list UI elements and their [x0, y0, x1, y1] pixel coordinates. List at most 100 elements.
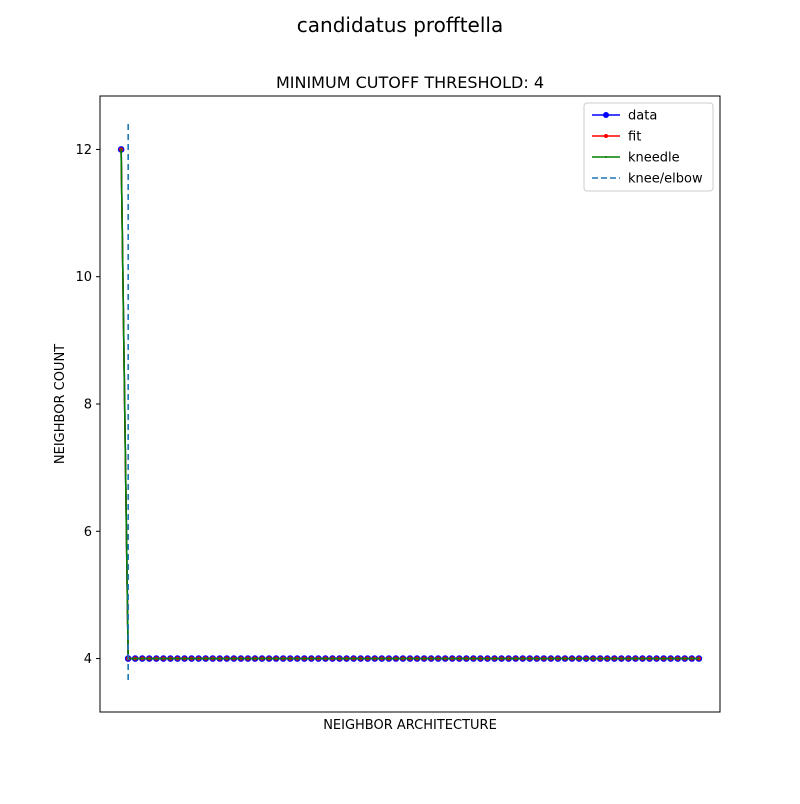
data-point-kneedle	[585, 657, 588, 660]
data-point-kneedle	[275, 657, 278, 660]
data-point-kneedle	[479, 657, 482, 660]
legend-marker-kneedle	[605, 156, 607, 158]
y-tick-label: 6	[84, 525, 92, 540]
data-point-kneedle	[641, 657, 644, 660]
y-tick-label: 12	[75, 143, 92, 158]
data-point-kneedle	[261, 657, 264, 660]
data-point-kneedle	[444, 657, 447, 660]
data-point-kneedle	[366, 657, 369, 660]
data-point-kneedle	[380, 657, 383, 660]
data-point-kneedle	[134, 657, 137, 660]
data-point-kneedle	[571, 657, 574, 660]
x-axis-label: NEIGHBOR ARCHITECTURE	[323, 718, 497, 733]
data-point-kneedle	[246, 657, 249, 660]
data-point-kneedle	[690, 657, 693, 660]
data-point-kneedle	[359, 657, 362, 660]
data-point-kneedle	[169, 657, 172, 660]
data-point-kneedle	[303, 657, 306, 660]
data-point-kneedle	[493, 657, 496, 660]
data-point-kneedle	[310, 657, 313, 660]
data-point-kneedle	[423, 657, 426, 660]
data-point-kneedle	[556, 657, 559, 660]
data-point-kneedle	[289, 657, 292, 660]
data-point-kneedle	[324, 657, 327, 660]
y-axis: 4 6 8 10 12	[75, 143, 100, 667]
y-tick-label: 4	[84, 652, 92, 667]
data-point-kneedle	[331, 657, 334, 660]
figure-suptitle: candidatus profftella	[297, 13, 503, 37]
data-point-kneedle	[176, 657, 179, 660]
data-point-kneedle	[232, 657, 235, 660]
data-point-kneedle	[655, 657, 658, 660]
data-point-kneedle	[465, 657, 468, 660]
data-point-kneedle	[627, 657, 630, 660]
data-point-kneedle	[535, 657, 538, 660]
data-point-kneedle	[268, 657, 271, 660]
data-point-kneedle	[676, 657, 679, 660]
data-point-kneedle	[697, 657, 700, 660]
plot-area	[117, 124, 703, 684]
data-point-kneedle	[352, 657, 355, 660]
data-point-kneedle	[155, 657, 158, 660]
legend-marker-fit	[604, 134, 608, 138]
data-point-kneedle	[183, 657, 186, 660]
data-point-kneedle	[296, 657, 299, 660]
data-point-kneedle	[338, 657, 341, 660]
data-point-kneedle	[148, 657, 151, 660]
data-point-kneedle	[254, 657, 256, 660]
data-point-kneedle	[549, 657, 552, 660]
data-point-kneedle	[669, 657, 672, 660]
legend-label: data	[628, 109, 657, 124]
legend-label: knee/elbow	[628, 172, 703, 187]
data-point-kneedle	[528, 657, 531, 660]
data-point-kneedle	[409, 657, 411, 660]
legend: data fit kneedle knee/elbow	[583, 102, 714, 192]
data-point-kneedle	[521, 657, 524, 660]
data-point-kneedle	[120, 148, 123, 151]
data-point-kneedle	[282, 657, 285, 660]
data-point-kneedle	[486, 657, 489, 660]
data-point-kneedle	[620, 657, 623, 660]
data-point-kneedle	[141, 657, 144, 660]
data-point-kneedle	[190, 657, 193, 660]
legend-label: kneedle	[628, 151, 680, 166]
data-point-kneedle	[437, 657, 440, 660]
data-point-kneedle	[317, 657, 320, 660]
data-point-kneedle	[218, 657, 221, 660]
legend-box	[583, 102, 714, 192]
legend-label: fit	[628, 130, 641, 145]
data-point-kneedle	[162, 657, 165, 660]
data-point-kneedle	[345, 657, 348, 660]
data-point-kneedle	[613, 657, 616, 660]
data-point-kneedle	[507, 657, 510, 660]
data-point-kneedle	[514, 657, 517, 660]
data-point-kneedle	[451, 657, 454, 660]
data-point-kneedle	[239, 657, 242, 660]
data-point-kneedle	[500, 657, 503, 660]
data-point-kneedle	[211, 657, 214, 660]
legend-marker-data	[603, 112, 609, 118]
data-point-kneedle	[430, 657, 433, 660]
data-point-kneedle	[564, 657, 566, 660]
data-point-kneedle	[416, 657, 419, 660]
y-axis-label: NEIGHBOR COUNT	[53, 344, 68, 464]
data-point-kneedle	[401, 657, 404, 660]
data-point-kneedle	[458, 657, 461, 660]
data-point-kneedle	[662, 657, 665, 660]
data-point-kneedle	[648, 657, 651, 660]
data-point-kneedle	[225, 657, 228, 660]
data-point-kneedle	[394, 657, 397, 660]
data-point-kneedle	[634, 657, 637, 660]
y-tick-label: 8	[84, 398, 92, 413]
data-point-kneedle	[599, 657, 602, 660]
data-point-kneedle	[204, 657, 207, 660]
data-point-kneedle	[373, 657, 376, 660]
data-point-kneedle	[542, 657, 545, 660]
data-point-kneedle	[683, 657, 686, 660]
data-point-kneedle	[197, 657, 200, 660]
data-point-kneedle	[606, 657, 609, 660]
data-point-kneedle	[578, 657, 581, 660]
y-tick-label: 10	[75, 270, 92, 285]
data-point-kneedle	[472, 657, 475, 660]
